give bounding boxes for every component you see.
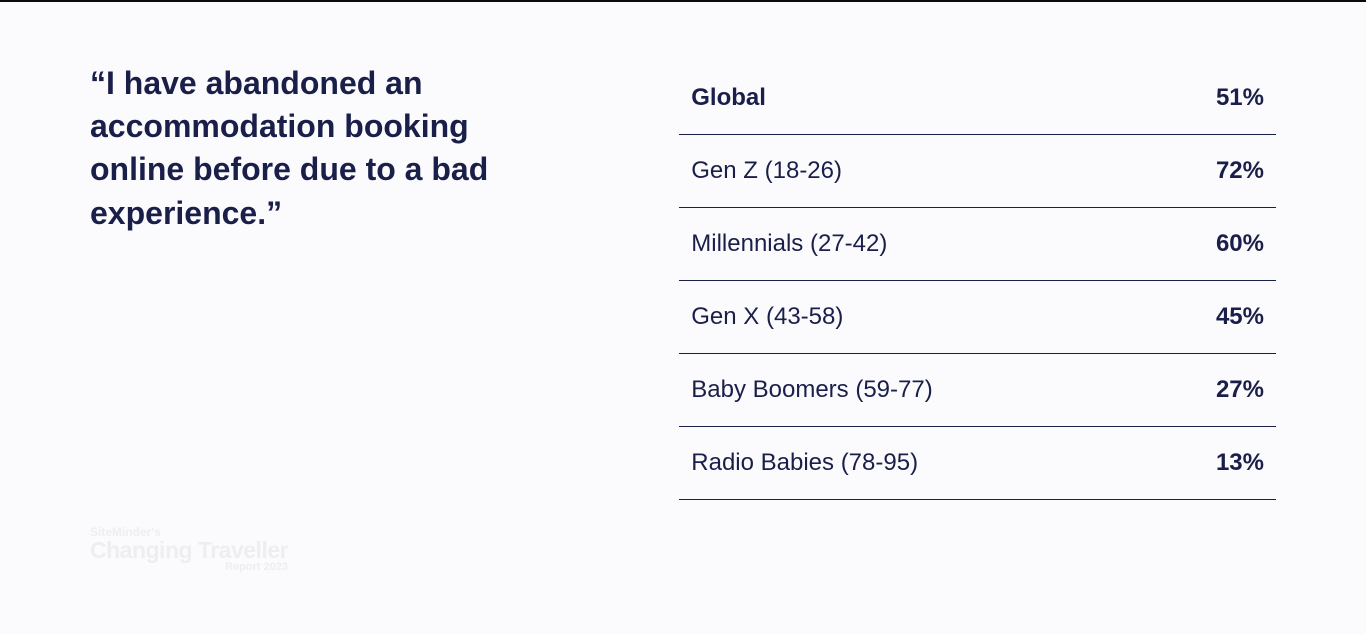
row-label: Radio Babies (78-95) — [691, 449, 918, 477]
data-table: Global 51% Gen Z (18-26) 72% Millennials… — [679, 62, 1276, 500]
row-value: 72% — [1216, 157, 1264, 185]
header-value: 51% — [1216, 84, 1264, 112]
row-label: Baby Boomers (59-77) — [691, 376, 932, 404]
row-label: Gen X (43-58) — [691, 303, 843, 331]
watermark-line2: Changing Traveller — [90, 538, 288, 562]
table-row: Radio Babies (78-95) 13% — [679, 427, 1276, 500]
watermark: SiteMinder's Changing Traveller Report 2… — [90, 526, 288, 574]
row-label: Gen Z (18-26) — [691, 157, 842, 185]
left-panel: “I have abandoned an accommodation booki… — [90, 62, 659, 584]
table-row: Baby Boomers (59-77) 27% — [679, 354, 1276, 427]
row-value: 27% — [1216, 376, 1264, 404]
table-row: Millennials (27-42) 60% — [679, 208, 1276, 281]
row-value: 60% — [1216, 230, 1264, 258]
row-value: 45% — [1216, 303, 1264, 331]
quote-text: “I have abandoned an accommodation booki… — [90, 62, 570, 235]
table-row: Gen X (43-58) 45% — [679, 281, 1276, 354]
infographic-container: “I have abandoned an accommodation booki… — [0, 2, 1366, 634]
row-label: Millennials (27-42) — [691, 230, 887, 258]
watermark-line3: Report 2023 — [90, 562, 288, 574]
table-header-row: Global 51% — [679, 62, 1276, 135]
row-value: 13% — [1216, 449, 1264, 477]
header-label: Global — [691, 84, 766, 112]
table-row: Gen Z (18-26) 72% — [679, 135, 1276, 208]
right-panel: Global 51% Gen Z (18-26) 72% Millennials… — [659, 62, 1276, 584]
